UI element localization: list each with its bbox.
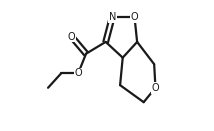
Text: O: O <box>68 32 76 42</box>
Text: O: O <box>74 68 82 78</box>
Text: O: O <box>131 12 138 22</box>
Text: N: N <box>108 12 116 22</box>
Text: O: O <box>152 83 159 93</box>
